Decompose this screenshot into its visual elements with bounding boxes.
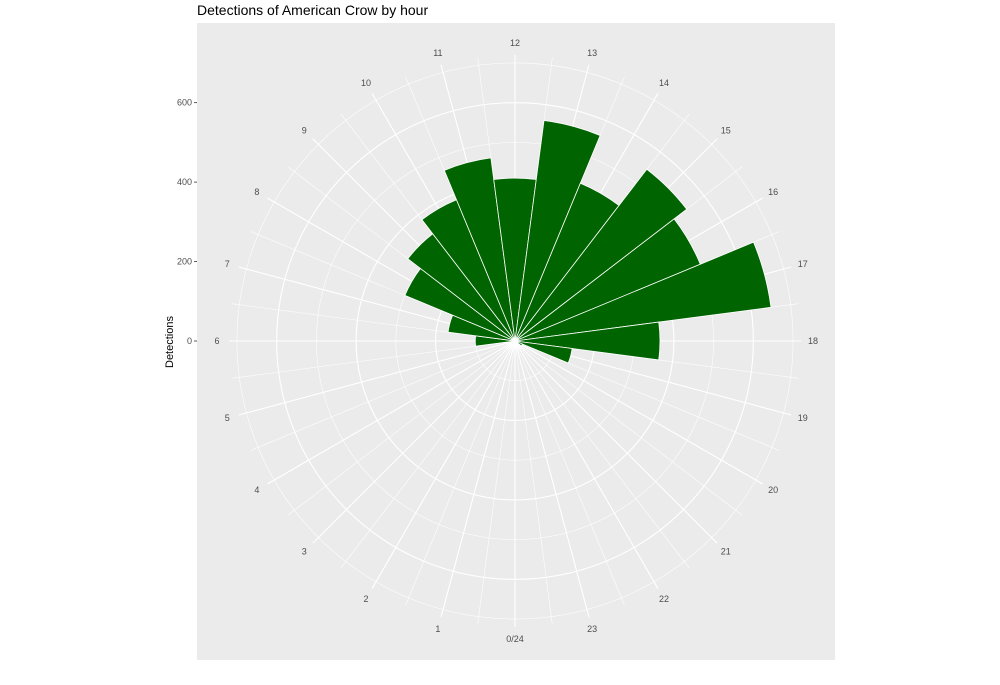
hour-label: 20 [768,485,778,495]
hour-label: 11 [433,48,442,58]
hour-label: 1 [435,624,440,634]
hour-label: 18 [808,336,818,346]
y-tick-label: 200 [177,257,192,267]
grid-spoke-minor [405,340,516,606]
hour-label: 13 [587,48,597,58]
grid-spoke-minor [514,340,553,625]
grid-spoke-major [267,340,516,485]
hour-label: 19 [798,413,808,423]
grid-spoke-minor [231,340,516,379]
grid-spoke-minor [477,340,516,625]
bar-hour-20 [514,340,523,347]
grid-spoke-major [312,340,516,544]
grid-spoke-major [371,340,516,589]
y-axis-title: Detections [164,316,176,368]
hour-label: 14 [659,78,669,88]
hour-label: 10 [361,78,371,88]
hour-label: 8 [254,187,259,197]
grid-spoke-major [514,340,763,485]
hour-label: 15 [721,125,731,135]
bar-hour-13 [514,120,601,342]
y-tick-label: 600 [177,98,192,108]
grid-spoke-major [514,340,590,618]
bar-hour-15 [514,168,688,342]
grid-spoke-major [514,340,659,589]
hour-label: 4 [254,485,259,495]
bar-hour-18 [514,321,661,361]
bar-hour-19 [514,340,573,364]
hour-label: 9 [302,125,307,135]
y-tick-label: 0 [187,336,192,346]
hour-label: 22 [659,594,669,604]
hour-label: 6 [214,336,219,346]
grid-spoke-major [440,340,516,618]
hour-label: 2 [363,594,368,604]
grid-spoke-minor [287,340,516,516]
y-tick-label: 400 [177,177,192,187]
grid-spoke-minor [250,340,516,451]
hour-labels: 0/24123456789101112131415161718192021222… [214,38,818,644]
grid [229,55,801,627]
grid-spoke-minor [514,340,625,606]
hour-label: 5 [225,413,230,423]
grid-spoke-major [514,340,718,544]
hour-label: 0/24 [506,634,524,644]
hour-label: 16 [768,187,778,197]
bar-hour-17 [514,241,772,342]
grid-spoke-minor [514,340,690,569]
grid-spoke-major [238,340,516,416]
bar-hour-11 [443,157,516,342]
hour-label: 21 [721,547,731,557]
hour-label: 3 [302,547,307,557]
hour-label: 12 [510,38,520,48]
grid-spoke-minor [514,340,743,516]
hour-label: 23 [587,624,597,634]
grid-spoke-minor [340,340,516,569]
hour-label: 17 [798,259,808,269]
chart-title: Detections of American Crow by hour [197,2,429,18]
bars [404,120,772,364]
hour-label: 7 [225,259,230,269]
y-axis: 0 200 400 600 [177,98,197,346]
